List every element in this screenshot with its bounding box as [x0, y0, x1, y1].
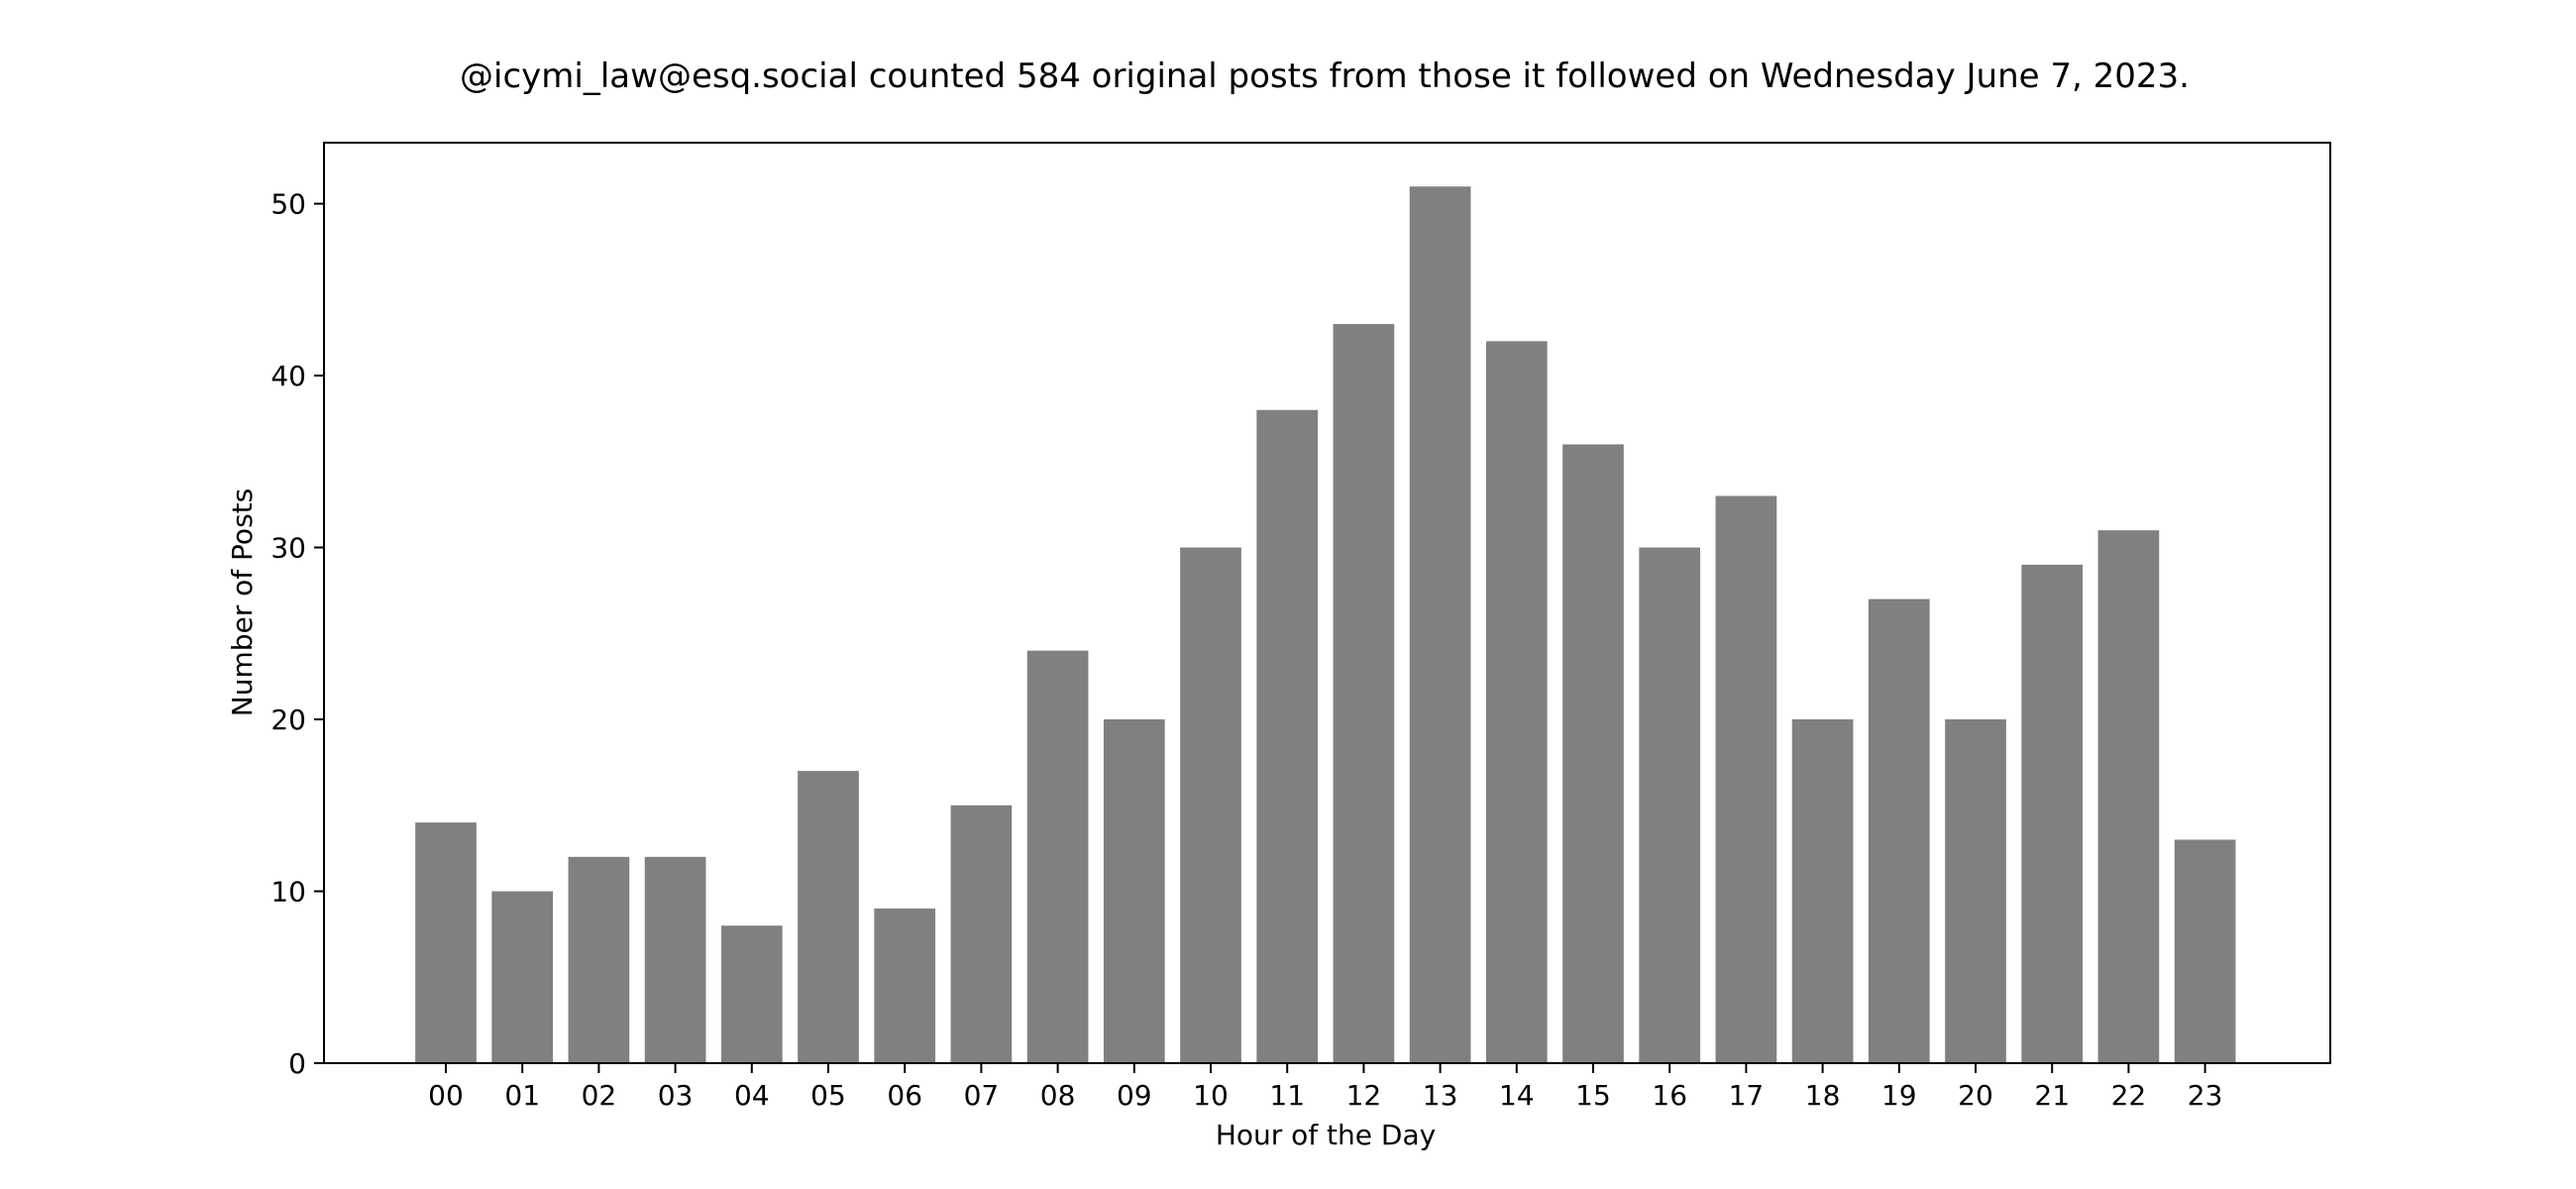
x-tick-label: 20 — [1958, 1079, 1993, 1112]
x-tick-label: 08 — [1040, 1079, 1076, 1112]
x-axis-label: Hour of the Day — [1216, 1119, 1436, 1151]
x-tick-label: 04 — [734, 1079, 770, 1112]
x-tick-label: 01 — [504, 1079, 540, 1112]
x-tick-label: 21 — [2034, 1079, 2070, 1112]
x-tick-label: 03 — [658, 1079, 694, 1112]
x-tick-label: 07 — [964, 1079, 1000, 1112]
bar-hour-18 — [1791, 719, 1854, 1063]
bar-hour-02 — [568, 856, 630, 1063]
bar-hour-19 — [1868, 598, 1930, 1063]
chart-title: @icymi_law@esq.social counted 584 origin… — [460, 56, 2190, 96]
bar-hour-23 — [2174, 839, 2236, 1063]
x-tick-label: 06 — [887, 1079, 922, 1112]
bar-hour-06 — [874, 908, 936, 1063]
bar-hour-05 — [798, 771, 859, 1063]
y-tick-label: 0 — [288, 1047, 306, 1080]
bar-hour-03 — [644, 856, 706, 1063]
bar-hour-17 — [1715, 495, 1777, 1063]
x-tick-label: 11 — [1269, 1079, 1305, 1112]
bar-hour-08 — [1026, 650, 1089, 1063]
bar-hour-22 — [2097, 530, 2160, 1063]
x-tick-label: 10 — [1193, 1079, 1229, 1112]
y-tick-label: 40 — [270, 360, 306, 392]
x-tick-label: 02 — [582, 1079, 617, 1112]
bar-hour-09 — [1103, 719, 1165, 1063]
y-tick-label: 20 — [270, 703, 306, 736]
bar-hour-20 — [1945, 719, 2006, 1063]
x-tick-label: 23 — [2188, 1079, 2223, 1112]
bar-hour-00 — [415, 822, 477, 1063]
x-tick-label: 22 — [2111, 1079, 2147, 1112]
y-tick-label: 50 — [270, 188, 306, 221]
y-axis-label: Number of Posts — [226, 488, 259, 716]
y-tick-label: 30 — [270, 532, 306, 565]
bar-hour-04 — [720, 925, 783, 1063]
bar-hour-01 — [491, 891, 554, 1063]
x-tick-label: 12 — [1346, 1079, 1382, 1112]
x-tick-label: 15 — [1575, 1079, 1611, 1112]
bar-hour-13 — [1409, 186, 1471, 1064]
bars-layer — [415, 186, 2236, 1064]
bar-hour-15 — [1562, 444, 1624, 1064]
x-tick-label: 09 — [1117, 1079, 1152, 1112]
x-tick-label: 19 — [1881, 1079, 1917, 1112]
plot-area-frame — [323, 142, 2331, 1064]
x-tick-label: 17 — [1729, 1079, 1765, 1112]
bar-hour-14 — [1485, 341, 1548, 1063]
x-axis-ticks: 00 01 02 03 04 05 06 07 08 09 10 11 12 13 14 15 16 17 18 19… — [428, 1063, 2222, 1112]
bar-hour-10 — [1180, 547, 1241, 1063]
bar-hour-07 — [950, 805, 1013, 1063]
x-tick-label: 16 — [1652, 1079, 1687, 1112]
bar-hour-21 — [2021, 564, 2084, 1063]
y-tick-label: 10 — [270, 876, 306, 909]
bar-hour-11 — [1256, 409, 1319, 1063]
x-tick-label: 14 — [1499, 1079, 1535, 1112]
x-tick-label: 13 — [1423, 1079, 1458, 1112]
y-axis-ticks: 0 10 20 30 40 50 — [270, 188, 324, 1080]
x-tick-label: 05 — [810, 1079, 846, 1112]
x-tick-label: 00 — [428, 1079, 464, 1112]
bar-hour-12 — [1333, 324, 1395, 1063]
bar-hour-16 — [1639, 547, 1701, 1063]
x-tick-label: 18 — [1805, 1079, 1841, 1112]
